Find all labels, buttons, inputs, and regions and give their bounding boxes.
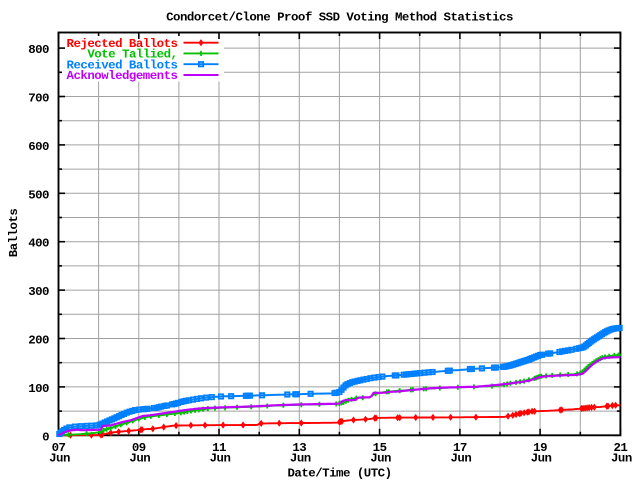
svg-text:Ballots: Ballots (7, 209, 21, 258)
svg-text:21: 21 (613, 441, 627, 455)
svg-text:Jun: Jun (370, 452, 391, 466)
svg-text:Jun: Jun (531, 452, 552, 466)
svg-text:Jun: Jun (450, 452, 471, 466)
svg-text:11: 11 (212, 441, 226, 455)
svg-text:13: 13 (292, 441, 306, 455)
svg-text:0: 0 (42, 430, 49, 444)
svg-text:800: 800 (28, 43, 49, 57)
svg-text:Date/Time (UTC): Date/Time (UTC) (287, 466, 391, 480)
svg-text:Jun: Jun (210, 452, 231, 466)
svg-text:300: 300 (28, 285, 49, 299)
svg-text:Jun: Jun (611, 452, 632, 466)
svg-text:400: 400 (28, 237, 49, 251)
svg-text:17: 17 (453, 441, 467, 455)
svg-text:15: 15 (373, 441, 387, 455)
svg-text:100: 100 (28, 382, 49, 396)
svg-text:Rejected Ballots: Rejected Ballots (67, 37, 178, 51)
svg-text:Jun: Jun (290, 452, 311, 466)
svg-text:19: 19 (533, 441, 547, 455)
svg-text:09: 09 (132, 441, 146, 455)
svg-text:Received Ballots: Received Ballots (67, 58, 178, 72)
svg-text:700: 700 (28, 92, 49, 106)
svg-text:Vote Tallied,: Vote Tallied, (87, 48, 177, 62)
svg-text:Condorcet/Clone Proof SSD Voti: Condorcet/Clone Proof SSD Voting Method … (166, 11, 513, 25)
svg-text:07: 07 (52, 441, 66, 455)
svg-text:500: 500 (28, 188, 49, 202)
svg-text:200: 200 (28, 334, 49, 348)
svg-text:Acknowledgements: Acknowledgements (67, 69, 178, 83)
svg-text:Jun: Jun (129, 452, 150, 466)
svg-text:Jun: Jun (49, 452, 70, 466)
svg-text:600: 600 (28, 140, 49, 154)
